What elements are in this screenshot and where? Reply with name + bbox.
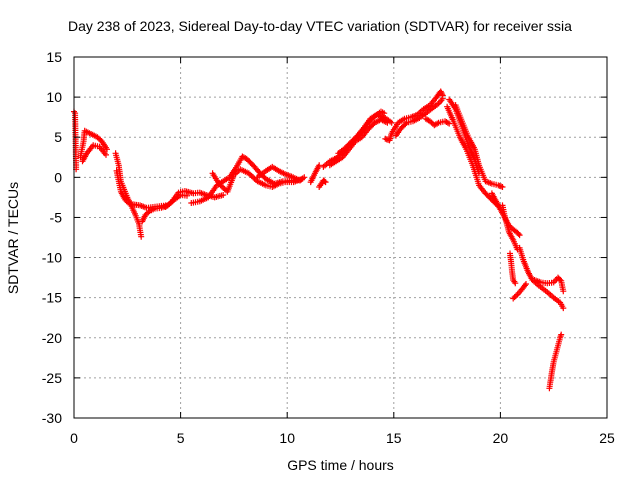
plot-frame [73, 56, 608, 419]
data-point [388, 119, 395, 126]
data-point [138, 233, 145, 240]
data-trace [507, 250, 519, 287]
y-tick-label: -30 [42, 410, 62, 426]
y-tick-label: 15 [46, 49, 62, 65]
data-trace [113, 167, 169, 211]
data-trace [316, 177, 329, 190]
data-point [322, 179, 329, 186]
y-tick-label: 10 [46, 89, 62, 105]
x-tick-label: 5 [177, 430, 185, 446]
y-tick-label: -5 [50, 209, 63, 225]
y-tick-label: 5 [54, 129, 62, 145]
y-tick-label: -20 [42, 330, 62, 346]
x-tick-label: 15 [386, 430, 402, 446]
data-trace [77, 127, 110, 161]
data-point [439, 95, 446, 102]
data-point [103, 151, 109, 158]
x-axis-label: GPS time / hours [287, 457, 394, 473]
data-point [558, 331, 565, 338]
data-point [439, 91, 446, 98]
data-trace [162, 188, 227, 210]
data-point [220, 192, 227, 198]
data-trace [188, 153, 303, 206]
data-trace [392, 95, 446, 139]
data-point [560, 288, 567, 295]
y-tick-label: -25 [42, 370, 62, 386]
data-trace [71, 108, 80, 173]
data-point [321, 178, 328, 185]
data-point [560, 305, 567, 312]
data-trace [112, 150, 145, 240]
data-trace [307, 162, 323, 186]
data-point [402, 121, 409, 128]
data-trace [546, 331, 565, 392]
data-point [523, 281, 529, 287]
data-trace [254, 163, 308, 184]
data-point [515, 230, 522, 237]
y-axis-label: SDTVAR / TECUs [5, 181, 21, 295]
x-tick-label: 10 [279, 430, 295, 446]
y-tick-label: 0 [54, 169, 62, 185]
data-trace [79, 142, 109, 165]
x-tick-label: 0 [70, 430, 78, 446]
chart-title: Day 238 of 2023, Sidereal Day-to-day VTE… [68, 18, 572, 34]
data-point [499, 184, 506, 190]
data-trace [446, 96, 483, 177]
grid-lines [74, 57, 607, 418]
data-trace [335, 111, 395, 157]
data-point [476, 170, 483, 177]
y-tick-label: -15 [42, 290, 62, 306]
y-tick-label: -10 [42, 250, 62, 266]
data-points [71, 88, 567, 392]
data-trace [510, 281, 529, 302]
x-axis-ticks: 0 5 10 15 20 25 [70, 57, 615, 446]
data-point [316, 162, 323, 169]
data-point [446, 120, 453, 127]
data-point [512, 280, 519, 287]
data-trace [422, 115, 453, 129]
data-trace [499, 202, 521, 253]
x-tick-label: 25 [599, 430, 615, 446]
data-point [557, 276, 564, 283]
x-tick-label: 20 [493, 430, 509, 446]
y-axis-ticks: -30 -25 -20 -15 -10 -5 0 5 10 15 [42, 49, 607, 426]
data-point [104, 146, 110, 153]
data-trace [531, 274, 567, 295]
data-trace [326, 116, 391, 169]
data-point [516, 232, 523, 239]
data-point [301, 174, 308, 181]
